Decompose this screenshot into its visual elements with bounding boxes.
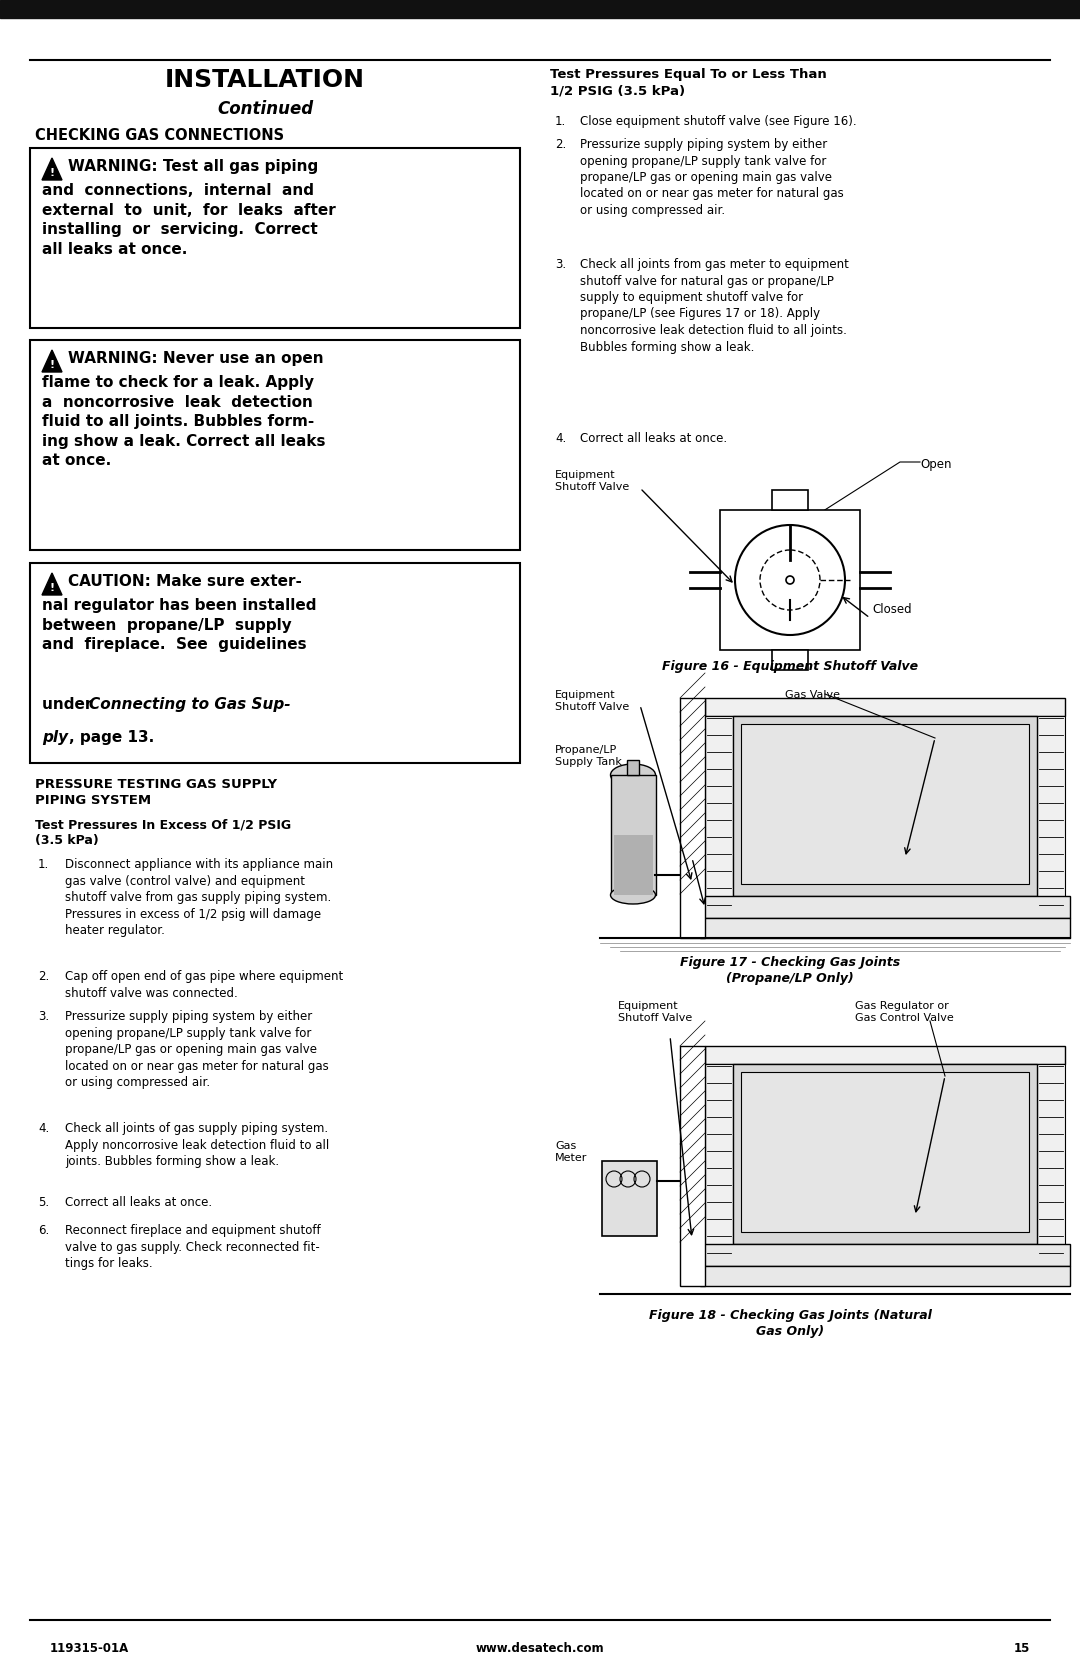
Text: Equipment
Shutoff Valve: Equipment Shutoff Valve <box>555 689 630 711</box>
Text: WARNING: Never use an open: WARNING: Never use an open <box>68 350 324 366</box>
Text: 119315-01A: 119315-01A <box>50 1642 130 1656</box>
Text: Disconnect appliance with its appliance main
gas valve (control valve) and equip: Disconnect appliance with its appliance … <box>65 858 333 936</box>
Text: Close equipment shutoff valve (see Figure 16).: Close equipment shutoff valve (see Figur… <box>580 115 856 129</box>
Text: CAUTION: Make sure exter-: CAUTION: Make sure exter- <box>68 574 302 589</box>
Circle shape <box>786 576 794 584</box>
Text: ply: ply <box>42 729 68 744</box>
FancyBboxPatch shape <box>720 511 860 649</box>
Text: 2.: 2. <box>38 970 50 983</box>
Text: 5.: 5. <box>38 1197 49 1208</box>
Text: 3.: 3. <box>555 259 566 270</box>
Text: 4.: 4. <box>38 1122 50 1135</box>
Bar <box>1037 716 1065 918</box>
Text: Reconnect fireplace and equipment shutoff
valve to gas supply. Check reconnected: Reconnect fireplace and equipment shutof… <box>65 1223 321 1270</box>
FancyBboxPatch shape <box>30 149 519 329</box>
Bar <box>772 491 808 511</box>
Text: Gas Valve: Gas Valve <box>785 689 840 699</box>
Bar <box>705 716 733 918</box>
Ellipse shape <box>610 764 656 786</box>
Text: Gas
Meter: Gas Meter <box>555 1142 588 1163</box>
Text: and  connections,  internal  and
external  to  unit,  for  leaks  after
installi: and connections, internal and external t… <box>42 184 336 257</box>
Bar <box>772 649 808 669</box>
Text: Open: Open <box>920 457 951 471</box>
Text: Correct all leaks at once.: Correct all leaks at once. <box>580 432 727 446</box>
Text: 1.: 1. <box>38 858 50 871</box>
Text: Cap off open end of gas pipe where equipment
shutoff valve was connected.: Cap off open end of gas pipe where equip… <box>65 970 343 1000</box>
Text: 15: 15 <box>1014 1642 1030 1656</box>
Text: !: ! <box>50 169 55 179</box>
Text: 6.: 6. <box>38 1223 50 1237</box>
Bar <box>680 698 705 938</box>
Bar <box>700 918 1070 938</box>
Text: www.desatech.com: www.desatech.com <box>475 1642 605 1656</box>
Bar <box>733 1065 1037 1243</box>
Text: Gas Only): Gas Only) <box>756 1325 824 1339</box>
Bar <box>705 698 1065 716</box>
Text: Connecting to Gas Sup-: Connecting to Gas Sup- <box>89 698 291 713</box>
Text: 3.: 3. <box>38 1010 49 1023</box>
Bar <box>741 724 1029 885</box>
Bar <box>741 1071 1029 1232</box>
Text: Test Pressures Equal To or Less Than
1/2 PSIG (3.5 kPa): Test Pressures Equal To or Less Than 1/2… <box>550 68 827 97</box>
Text: Pressurize supply piping system by either
opening propane/LP supply tank valve f: Pressurize supply piping system by eithe… <box>580 139 843 217</box>
Text: Figure 16 - Equipment Shutoff Valve: Figure 16 - Equipment Shutoff Valve <box>662 659 918 673</box>
Bar <box>705 1046 1065 1065</box>
Text: !: ! <box>50 582 55 592</box>
Text: nal regulator has been installed
between  propane/LP  supply
and  fireplace.  Se: nal regulator has been installed between… <box>42 598 316 653</box>
Text: , page 13.: , page 13. <box>69 729 154 744</box>
Text: Test Pressures In Excess Of 1/2 PSIG
(3.5 kPa): Test Pressures In Excess Of 1/2 PSIG (3.… <box>35 818 292 846</box>
Text: flame to check for a leak. Apply
a  noncorrosive  leak  detection
fluid to all j: flame to check for a leak. Apply a nonco… <box>42 376 325 469</box>
Text: 4.: 4. <box>555 432 566 446</box>
Text: under: under <box>42 698 97 713</box>
Bar <box>1037 1065 1065 1267</box>
Bar <box>680 1046 705 1287</box>
Text: WARNING: Test all gas piping: WARNING: Test all gas piping <box>68 159 319 174</box>
Bar <box>705 1065 733 1267</box>
Ellipse shape <box>610 886 656 905</box>
Text: Continued: Continued <box>217 100 313 118</box>
FancyBboxPatch shape <box>30 340 519 551</box>
FancyBboxPatch shape <box>30 562 519 763</box>
Text: Closed: Closed <box>872 603 912 616</box>
Bar <box>627 759 639 774</box>
Polygon shape <box>42 350 62 372</box>
Text: Check all joints from gas meter to equipment
shutoff valve for natural gas or pr: Check all joints from gas meter to equip… <box>580 259 849 354</box>
Text: Figure 17 - Checking Gas Joints: Figure 17 - Checking Gas Joints <box>680 956 900 970</box>
Bar <box>700 1267 1070 1287</box>
Text: CHECKING GAS CONNECTIONS: CHECKING GAS CONNECTIONS <box>35 129 284 144</box>
Text: (Propane/LP Only): (Propane/LP Only) <box>726 971 854 985</box>
Bar <box>611 774 656 895</box>
Polygon shape <box>42 572 62 596</box>
Text: Equipment
Shutoff Valve: Equipment Shutoff Valve <box>618 1001 692 1023</box>
Bar <box>615 834 653 895</box>
Text: Pressurize supply piping system by either
opening propane/LP supply tank valve f: Pressurize supply piping system by eithe… <box>65 1010 328 1088</box>
Text: INSTALLATION: INSTALLATION <box>165 68 365 92</box>
Bar <box>700 1243 1070 1267</box>
Bar <box>700 896 1070 918</box>
Text: !: ! <box>50 361 55 371</box>
Text: Gas Regulator or
Gas Control Valve: Gas Regulator or Gas Control Valve <box>855 1001 954 1023</box>
Text: Equipment
Shutoff Valve: Equipment Shutoff Valve <box>555 471 630 492</box>
Text: Propane/LP
Supply Tank: Propane/LP Supply Tank <box>555 744 622 766</box>
Text: 1.: 1. <box>555 115 566 129</box>
Bar <box>0 0 1080 18</box>
Text: 2.: 2. <box>555 139 566 150</box>
Polygon shape <box>42 159 62 180</box>
Text: Check all joints of gas supply piping system.
Apply noncorrosive leak detection : Check all joints of gas supply piping sy… <box>65 1122 329 1168</box>
Text: Figure 18 - Checking Gas Joints (Natural: Figure 18 - Checking Gas Joints (Natural <box>649 1308 931 1322</box>
Bar <box>602 1162 657 1237</box>
Bar <box>733 716 1037 896</box>
Text: PRESSURE TESTING GAS SUPPLY
PIPING SYSTEM: PRESSURE TESTING GAS SUPPLY PIPING SYSTE… <box>35 778 278 808</box>
Text: Correct all leaks at once.: Correct all leaks at once. <box>65 1197 212 1208</box>
